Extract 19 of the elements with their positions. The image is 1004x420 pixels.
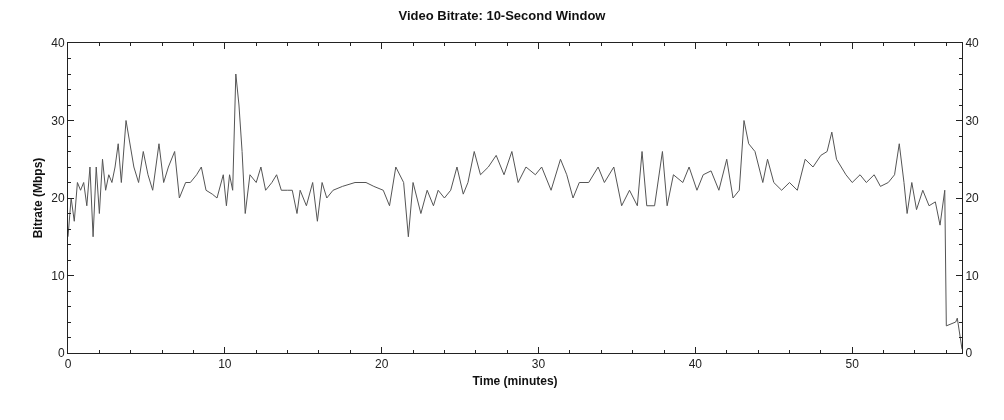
y-tick-label: 10 xyxy=(51,268,65,283)
y2-tick-label: 30 xyxy=(965,113,980,128)
x-tick-label: 50 xyxy=(845,357,860,372)
y-axis-title: Bitrate (Mbps) xyxy=(30,157,45,239)
y2-tick-label: 0 xyxy=(965,346,973,361)
x-tick-label: 40 xyxy=(688,357,703,372)
y2-tick-label: 20 xyxy=(965,191,980,206)
y-tick-label: 40 xyxy=(51,36,65,51)
y-tick-label: 20 xyxy=(51,191,65,206)
y2-tick-label: 10 xyxy=(965,268,980,283)
x-tick-label: 20 xyxy=(375,357,389,372)
y2-tick-label: 40 xyxy=(965,36,980,51)
line-series xyxy=(68,73,962,350)
y-tick-label: 0 xyxy=(57,346,65,361)
x-tick-label: 30 xyxy=(531,357,546,372)
y-tick-label: 30 xyxy=(51,113,65,128)
chart-title: Video Bitrate: 10-Second Window xyxy=(398,7,607,23)
x-axis-title: Time (minutes) xyxy=(472,374,558,389)
x-tick-label: 10 xyxy=(218,357,232,372)
